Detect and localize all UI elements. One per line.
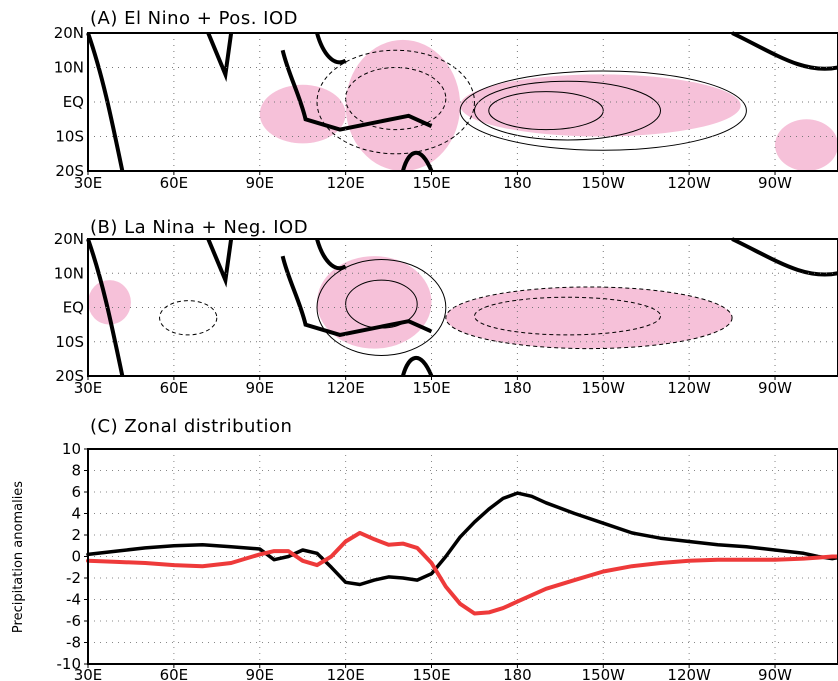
panel-c-y-tick-label: 4 — [71, 505, 81, 523]
panel-a-title: (A) El Nino + Pos. IOD — [90, 8, 298, 29]
panel-c-series-line-1 — [86, 530, 838, 616]
panel-b-y-tick-label: 10S — [55, 333, 84, 351]
panel-b-y-tick-label: 10N — [54, 264, 84, 282]
panel-a-india-coast — [206, 32, 234, 82]
panel-b-australia-coast — [400, 355, 434, 377]
panel-c-x-tick-label: 120E — [327, 666, 365, 681]
panel-a-negative-contour — [345, 67, 447, 131]
panel-c-y-tick-label: 8 — [71, 462, 81, 480]
panel-c: (C) Zonal distribution Precipitation ano… — [11, 416, 838, 681]
panel-c-y-tick-label: 0 — [71, 548, 81, 566]
panel-a-negative-contour — [316, 49, 475, 155]
panel-c-y-tick-label: 10 — [62, 440, 81, 458]
panel-b-negative-contour — [445, 286, 733, 350]
panel-a-maritime-continent — [280, 49, 433, 132]
panel-a: (A) El Nino + Pos. IOD 30E 60E 90E 120E 150E… — [54, 8, 838, 192]
panel-a-x-tick-label: 150W — [582, 174, 626, 192]
panel-c-x-tick-label: 150W — [582, 666, 626, 681]
panel-b-title: (B) La Nina + Neg. IOD — [90, 217, 308, 238]
panel-b-x-tick-label: 150E — [412, 379, 450, 397]
panel-a-x-tick-label: 150E — [412, 174, 450, 192]
panel-a-y-tick-label: 10S — [55, 128, 84, 146]
panel-a-y-tick-label: 10N — [54, 59, 84, 77]
panel-c-x-tick-label: 120W — [667, 666, 711, 681]
panel-b-y-tick-label: EQ — [63, 299, 84, 317]
panel-b-x-tick-label: 150W — [582, 379, 626, 397]
panel-b-positive-contour — [316, 259, 447, 356]
panel-b-x-tick-label: 90E — [245, 379, 274, 397]
panel-b-negative-contour — [473, 296, 662, 336]
panel-b-x-tick-label: 120W — [667, 379, 711, 397]
panel-c-series-line-0 — [86, 491, 838, 587]
panel-a-australia-coast — [400, 150, 434, 172]
panel-b-africa-coast — [86, 238, 125, 377]
panel-b-americas-coast — [731, 237, 838, 277]
panel-c-x-tick-label: 180 — [503, 666, 532, 681]
panel-a-americas-coast — [731, 31, 838, 71]
panel-b-shaded-region — [317, 256, 432, 349]
panel-c-y-tick-label: 6 — [71, 483, 81, 501]
panel-c-x-tick-label: 90W — [758, 666, 792, 681]
panel-b-x-tick-label: 30E — [74, 379, 103, 397]
panel-b: (B) La Nina + Neg. IOD 30E 60E 90E 120E 150E… — [54, 217, 838, 397]
panel-c-y-tick-label: 2 — [71, 526, 81, 544]
panel-a-positive-contour — [488, 91, 604, 131]
panel-c-x-tick-label: 150E — [412, 666, 450, 681]
panel-c-y-tick-label: -2 — [66, 569, 81, 587]
panel-a-positive-contour — [473, 80, 662, 141]
panel-c-frame — [87, 448, 838, 665]
panel-b-x-tick-label: 90W — [758, 379, 792, 397]
panel-c-x-tick-label: 90E — [245, 666, 274, 681]
panel-b-india-coast — [206, 238, 234, 288]
panel-b-negative-contour — [159, 300, 218, 336]
panel-a-x-tick-label: 120W — [667, 174, 711, 192]
panel-b-positive-contour — [345, 279, 418, 329]
panel-b-maritime-continent — [280, 255, 433, 337]
panel-c-y-tick-label: -10 — [57, 655, 82, 673]
panel-a-shaded-region — [775, 119, 838, 171]
panel-c-title: (C) Zonal distribution — [90, 416, 292, 437]
panel-b-y-tick-label: 20N — [54, 230, 84, 248]
panel-b-frame — [87, 238, 838, 377]
panel-b-indochina-coast — [315, 238, 347, 271]
panel-a-y-tick-label: 20N — [54, 24, 84, 42]
panel-a-frame — [87, 32, 838, 172]
panel-a-indochina-coast — [315, 32, 347, 65]
panel-b-x-tick-label: 60E — [160, 379, 189, 397]
panel-b-shaded-region — [445, 286, 733, 349]
panel-b-x-tick-label: 120E — [327, 379, 365, 397]
panel-a-x-tick-label: 90E — [245, 174, 274, 192]
panel-c-x-tick-label: 30E — [74, 666, 103, 681]
panel-a-x-tick-label: 180 — [503, 174, 532, 192]
panel-a-y-tick-label: 20S — [55, 162, 84, 180]
panel-c-y-tick-label: -4 — [66, 591, 81, 609]
panel-a-shaded-region — [345, 39, 461, 171]
panel-a-africa-coast — [86, 32, 125, 172]
panel-a-shaded-region — [460, 74, 741, 137]
panel-b-x-tick-label: 180 — [503, 379, 532, 397]
panel-a-x-tick-label: 30E — [74, 174, 103, 192]
panel-c-x-tick-label: 60E — [160, 666, 189, 681]
panel-c-y-tick-label: -6 — [66, 612, 81, 630]
panel-a-x-tick-label: 60E — [160, 174, 189, 192]
panel-b-y-tick-label: 20S — [55, 367, 84, 385]
panel-c-ylabel: Precipitation anomalies — [11, 481, 26, 633]
panel-c-y-tick-label: -8 — [66, 634, 81, 652]
panel-a-y-tick-label: EQ — [63, 93, 84, 111]
panel-a-x-tick-label: 90W — [758, 174, 792, 192]
panel-a-positive-contour — [459, 70, 747, 151]
panel-b-shaded-region — [88, 280, 131, 325]
panel-a-x-tick-label: 120E — [327, 174, 365, 192]
